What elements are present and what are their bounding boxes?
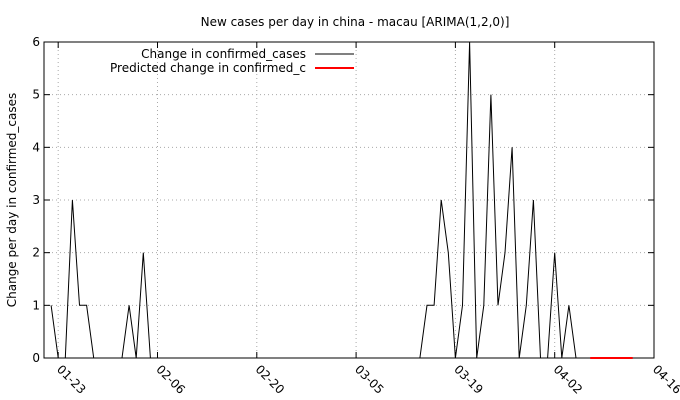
y-tick-label: 5: [32, 88, 40, 102]
chart-title: New cases per day in china - macau [ARIM…: [201, 15, 510, 29]
legend-label-actual: Change in confirmed_cases: [141, 47, 306, 61]
y-tick-label: 4: [32, 140, 40, 154]
y-tick-label: 2: [32, 246, 40, 260]
x-tick-label: 03-19: [451, 362, 486, 397]
x-tick-label: 03-05: [352, 362, 387, 397]
actual-series-line: [50, 41, 577, 359]
legend-label-predicted: Predicted change in confirmed_c: [110, 61, 306, 75]
y-tick-label: 1: [32, 298, 40, 312]
series: [50, 41, 633, 359]
y-axis-label: Change per day in confirmed_cases: [5, 93, 19, 308]
y-tick-label: 3: [32, 193, 40, 207]
x-tick-label: 01-23: [54, 362, 89, 397]
x-tick-label: 02-06: [153, 362, 188, 397]
x-tick-label: 04-16: [650, 362, 680, 397]
y-tick-label: 6: [32, 35, 40, 49]
grid: [44, 42, 655, 358]
x-tick-label: 02-20: [253, 362, 288, 397]
x-tick-label: 04-02: [551, 362, 586, 397]
y-tick-label: 0: [32, 351, 40, 365]
